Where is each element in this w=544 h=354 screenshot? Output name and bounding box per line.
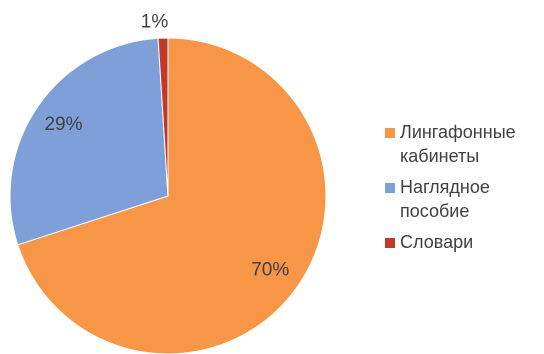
legend-label-2-line-2: пособие: [400, 201, 469, 221]
legend: Лингафонные кабинеты Наглядное пособие Слова…: [385, 122, 516, 252]
pie-slice-1: [17, 37, 327, 354]
legend-label-1-line-2: кабинеты: [400, 146, 479, 166]
legend-label-3-line-1: Словари: [400, 232, 473, 252]
pie-data-labels: 70% 29% 1%: [44, 11, 289, 280]
legend-swatch-3: [385, 238, 395, 248]
data-label-1: 70%: [251, 259, 289, 280]
legend-label-1-line-1: Лингафонные: [400, 122, 516, 142]
legend-item-3: Словари: [385, 232, 473, 252]
data-label-3: 1%: [141, 11, 169, 32]
pie-slices: [9, 37, 327, 354]
legend-swatch-1: [385, 128, 395, 138]
legend-swatch-2: [385, 183, 395, 193]
pie-slice-3: [157, 37, 169, 197]
legend-item-2: Наглядное пособие: [385, 177, 490, 221]
pie-slice-2: [9, 37, 169, 246]
legend-item-1: Лингафонные кабинеты: [385, 122, 516, 166]
legend-label-2-line-1: Наглядное: [400, 177, 490, 197]
data-label-2: 29%: [44, 114, 82, 135]
